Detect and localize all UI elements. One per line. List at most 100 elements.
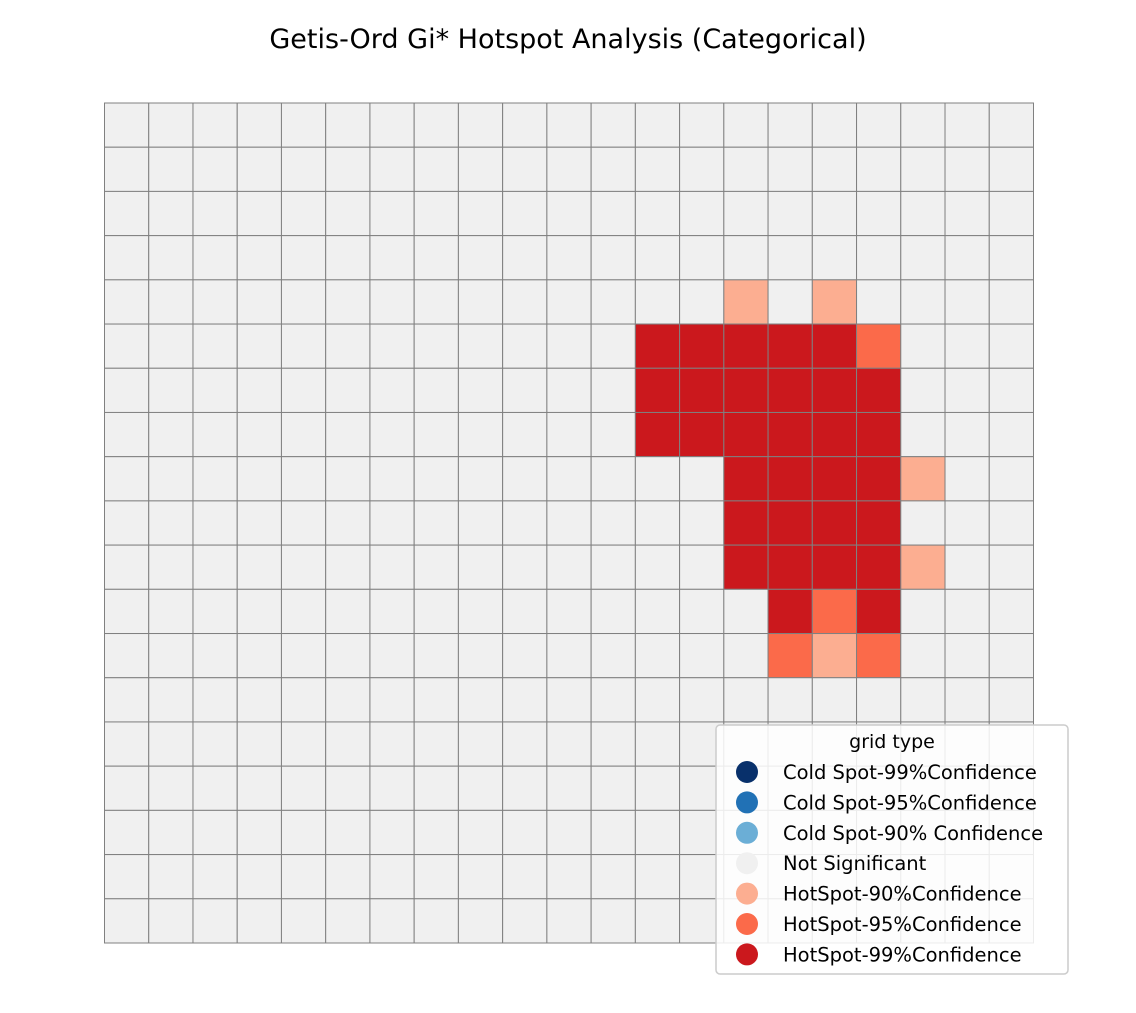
grid-cell — [900, 367, 946, 413]
grid-cell — [369, 633, 415, 679]
grid-cell — [944, 323, 990, 369]
grid-cell — [546, 279, 592, 325]
grid-cell — [104, 411, 150, 458]
grid-cell — [236, 721, 282, 767]
grid-cell — [280, 411, 327, 458]
grid-cell — [192, 235, 238, 281]
grid-cell — [502, 235, 548, 281]
legend-marker — [736, 821, 758, 844]
grid-cell — [811, 456, 858, 502]
grid-cell — [413, 854, 459, 900]
grid-cell — [634, 367, 681, 413]
grid-cell — [325, 102, 371, 148]
grid-cell — [767, 456, 813, 502]
grid-cell — [546, 544, 592, 590]
grid-cell — [325, 721, 371, 767]
grid-cell — [546, 323, 592, 369]
grid-cell — [590, 765, 636, 811]
grid-cell — [280, 809, 327, 856]
grid-cell — [723, 367, 769, 413]
grid-cell — [192, 721, 238, 767]
grid-cell — [679, 544, 725, 590]
grid-cell — [457, 456, 504, 502]
grid-cell — [148, 456, 194, 502]
grid-cell — [457, 854, 504, 900]
grid-cell — [590, 588, 636, 635]
grid-cell — [856, 544, 902, 590]
grid-cell — [546, 677, 592, 723]
grid-cell — [723, 456, 769, 502]
grid-cell — [900, 677, 946, 723]
grid-cell — [413, 323, 459, 369]
grid-cell — [900, 279, 946, 325]
grid-cell — [325, 898, 371, 944]
grid-cell — [369, 500, 415, 546]
grid-cell — [590, 279, 636, 325]
grid-cell — [634, 898, 681, 944]
grid-cell — [856, 456, 902, 502]
legend-entry: HotSpot-99%Confidence — [736, 943, 1022, 966]
grid-cell — [988, 146, 1035, 192]
grid-cell — [767, 235, 813, 281]
grid-cell — [723, 633, 769, 679]
grid-cell — [280, 102, 327, 148]
grid-cell — [944, 235, 990, 281]
grid-cell — [148, 765, 194, 811]
grid-cell — [590, 633, 636, 679]
grid-cell — [457, 279, 504, 325]
grid-cell — [280, 677, 327, 723]
grid-cell — [413, 235, 459, 281]
grid-cell — [325, 544, 371, 590]
grid-cell — [413, 721, 459, 767]
grid-cell — [280, 235, 327, 281]
grid-cell — [502, 633, 548, 679]
grid-cell — [679, 279, 725, 325]
grid-cell — [104, 146, 150, 192]
grid-cell — [811, 235, 858, 281]
grid-cell — [413, 765, 459, 811]
legend-marker — [736, 943, 758, 966]
grid-cell — [679, 633, 725, 679]
grid-cell — [280, 854, 327, 900]
grid-cell — [546, 588, 592, 635]
grid-cell — [369, 367, 415, 413]
grid-cell — [280, 721, 327, 767]
grid-cell — [280, 898, 327, 944]
grid-cell — [413, 544, 459, 590]
grid-cell — [502, 854, 548, 900]
grid-cell — [104, 633, 150, 679]
grid-cell — [546, 190, 592, 237]
grid-cell — [502, 500, 548, 546]
grid-cell — [723, 500, 769, 546]
legend-marker — [736, 913, 758, 935]
grid-cell — [325, 235, 371, 281]
grid-cell — [723, 279, 769, 325]
grid-cell — [236, 809, 282, 856]
grid-cell — [723, 190, 769, 237]
grid-cell — [767, 633, 813, 679]
grid-cell — [634, 235, 681, 281]
grid-cell — [767, 677, 813, 723]
grid-cell — [457, 235, 504, 281]
grid-cell — [369, 765, 415, 811]
grid-cell — [325, 456, 371, 502]
grid-cell — [192, 146, 238, 192]
grid-cell — [148, 500, 194, 546]
grid-cell — [236, 633, 282, 679]
grid-cell — [148, 721, 194, 767]
grid-cell — [856, 677, 902, 723]
grid-cell — [856, 146, 902, 192]
legend-entry: Not Significant — [736, 852, 927, 875]
grid-cell — [634, 146, 681, 192]
grid-cell — [679, 367, 725, 413]
grid-cell — [369, 854, 415, 900]
grid-cell — [811, 677, 858, 723]
grid-cell — [457, 146, 504, 192]
grid-cell — [679, 456, 725, 502]
grid-cell — [502, 146, 548, 192]
grid-cell — [811, 588, 858, 635]
grid-cell — [988, 500, 1035, 546]
legend-entry: HotSpot-95%Confidence — [736, 913, 1022, 936]
grid-cell — [590, 235, 636, 281]
grid-cell — [369, 102, 415, 148]
